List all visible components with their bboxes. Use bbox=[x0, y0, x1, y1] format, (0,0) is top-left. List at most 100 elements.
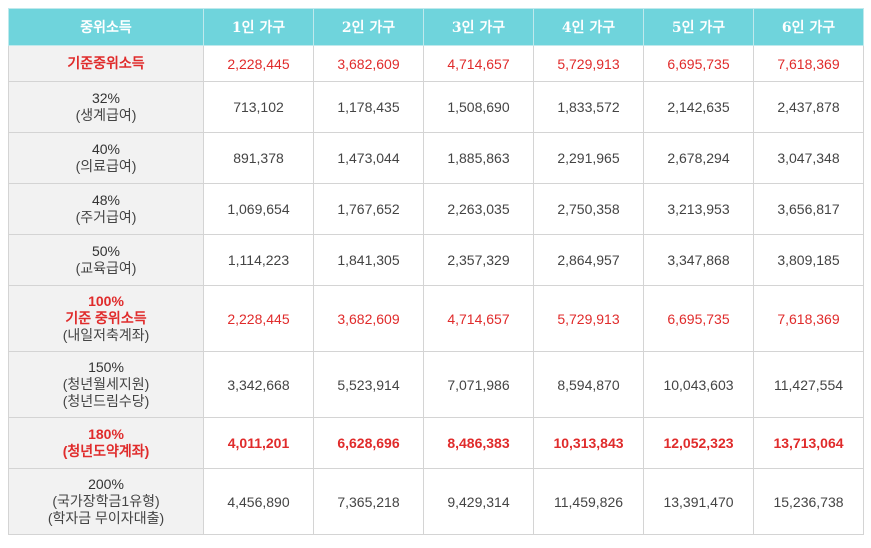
table-cell: 13,713,064 bbox=[753, 417, 864, 469]
table-cell: 1,473,044 bbox=[313, 132, 424, 184]
table-cell: 3,682,609 bbox=[313, 45, 424, 82]
table-cell: 8,486,383 bbox=[423, 417, 534, 469]
table-cell: 5,523,914 bbox=[313, 351, 424, 418]
row-label-line: 40% bbox=[91, 141, 121, 157]
table-cell: 4,714,657 bbox=[423, 45, 534, 82]
table-cell: 7,618,369 bbox=[753, 45, 864, 82]
table-cell: 1,885,863 bbox=[423, 132, 534, 184]
row-label: 48% (주거급여) bbox=[8, 183, 204, 235]
header-household-4: 4인 가구 bbox=[533, 8, 644, 46]
table-cell: 1,178,435 bbox=[313, 81, 424, 133]
header-household-5: 5인 가구 bbox=[643, 8, 754, 46]
table-cell: 2,437,878 bbox=[753, 81, 864, 133]
header-household-2: 2인 가구 bbox=[313, 8, 424, 46]
table-cell: 2,228,445 bbox=[203, 285, 314, 352]
table-cell: 1,508,690 bbox=[423, 81, 534, 133]
table-cell: 3,213,953 bbox=[643, 183, 754, 235]
table-cell: 10,043,603 bbox=[643, 351, 754, 418]
table-cell: 12,052,323 bbox=[643, 417, 754, 469]
table-cell: 3,656,817 bbox=[753, 183, 864, 235]
table-row: 150% (청년월세지원) (청년드림수당) 3,342,668 5,523,9… bbox=[8, 351, 864, 418]
row-label-line: (국가장학금1유형) bbox=[52, 493, 160, 509]
table-cell: 3,809,185 bbox=[753, 234, 864, 286]
table-cell: 4,714,657 bbox=[423, 285, 534, 352]
header-household-1: 1인 가구 bbox=[203, 8, 314, 46]
table-cell: 6,695,735 bbox=[643, 45, 754, 82]
table-cell: 10,313,843 bbox=[533, 417, 644, 469]
table-cell: 6,628,696 bbox=[313, 417, 424, 469]
table-row: 180% (청년도약계좌) 4,011,201 6,628,696 8,486,… bbox=[8, 417, 864, 469]
median-income-table: 중위소득 1인 가구 2인 가구 3인 가구 4인 가구 5인 가구 6인 가구… bbox=[8, 8, 864, 535]
table-cell: 3,342,668 bbox=[203, 351, 314, 418]
table-cell: 2,357,329 bbox=[423, 234, 534, 286]
row-label: 180% (청년도약계좌) bbox=[8, 417, 204, 469]
table-cell: 713,102 bbox=[203, 81, 314, 133]
table-cell: 891,378 bbox=[203, 132, 314, 184]
row-label: 150% (청년월세지원) (청년드림수당) bbox=[8, 351, 204, 418]
table-cell: 1,833,572 bbox=[533, 81, 644, 133]
table-cell: 2,263,035 bbox=[423, 183, 534, 235]
table-row: 40% (의료급여) 891,378 1,473,044 1,885,863 2… bbox=[8, 132, 864, 184]
table-header-row: 중위소득 1인 가구 2인 가구 3인 가구 4인 가구 5인 가구 6인 가구 bbox=[8, 8, 864, 46]
row-label-line: (의료급여) bbox=[75, 158, 137, 174]
row-label-line: (청년월세지원) bbox=[62, 376, 150, 392]
row-label: 50% (교육급여) bbox=[8, 234, 204, 286]
table-cell: 9,429,314 bbox=[423, 468, 534, 535]
row-label-line: (생계급여) bbox=[75, 107, 137, 123]
table-cell: 11,427,554 bbox=[753, 351, 864, 418]
table-cell: 3,047,348 bbox=[753, 132, 864, 184]
row-label-line: 180% bbox=[88, 426, 124, 442]
table-cell: 2,142,635 bbox=[643, 81, 754, 133]
table-row: 200% (국가장학금1유형) (학자금 무이자대출) 4,456,890 7,… bbox=[8, 468, 864, 535]
row-label-line: 150% bbox=[88, 359, 124, 375]
row-label: 40% (의료급여) bbox=[8, 132, 204, 184]
row-label-line: (주거급여) bbox=[75, 209, 137, 225]
row-label-line: 48% bbox=[91, 192, 121, 208]
table-cell: 5,729,913 bbox=[533, 45, 644, 82]
header-household-3: 3인 가구 bbox=[423, 8, 534, 46]
row-label-line: 32% bbox=[91, 90, 121, 106]
row-label-line: (교육급여) bbox=[75, 260, 137, 276]
table-cell: 4,011,201 bbox=[203, 417, 314, 469]
row-label-line: 200% bbox=[88, 476, 124, 492]
table-row: 32% (생계급여) 713,102 1,178,435 1,508,690 1… bbox=[8, 81, 864, 133]
table-cell: 7,071,986 bbox=[423, 351, 534, 418]
income-table-container: 중위소득 1인 가구 2인 가구 3인 가구 4인 가구 5인 가구 6인 가구… bbox=[8, 8, 864, 535]
table-cell: 2,864,957 bbox=[533, 234, 644, 286]
row-label-line: 기준중위소득 bbox=[67, 55, 145, 71]
table-cell: 11,459,826 bbox=[533, 468, 644, 535]
table-cell: 7,365,218 bbox=[313, 468, 424, 535]
table-row: 100% 기준 중위소득 (내일저축계좌) 2,228,445 3,682,60… bbox=[8, 285, 864, 352]
table-cell: 3,347,868 bbox=[643, 234, 754, 286]
table-cell: 1,767,652 bbox=[313, 183, 424, 235]
row-label-line: (청년도약계좌) bbox=[62, 443, 150, 459]
header-median-income: 중위소득 bbox=[8, 8, 204, 46]
header-household-6: 6인 가구 bbox=[753, 8, 864, 46]
row-label-line: 100% bbox=[88, 293, 124, 309]
table-cell: 2,750,358 bbox=[533, 183, 644, 235]
table-row: 48% (주거급여) 1,069,654 1,767,652 2,263,035… bbox=[8, 183, 864, 235]
table-cell: 5,729,913 bbox=[533, 285, 644, 352]
table-cell: 2,678,294 bbox=[643, 132, 754, 184]
table-row: 기준중위소득 2,228,445 3,682,609 4,714,657 5,7… bbox=[8, 45, 864, 82]
table-cell: 8,594,870 bbox=[533, 351, 644, 418]
table-cell: 6,695,735 bbox=[643, 285, 754, 352]
row-label-line: (청년드림수당) bbox=[62, 393, 150, 409]
table-cell: 2,291,965 bbox=[533, 132, 644, 184]
table-row: 50% (교육급여) 1,114,223 1,841,305 2,357,329… bbox=[8, 234, 864, 286]
table-cell: 13,391,470 bbox=[643, 468, 754, 535]
table-cell: 1,841,305 bbox=[313, 234, 424, 286]
row-label: 100% 기준 중위소득 (내일저축계좌) bbox=[8, 285, 204, 352]
table-cell: 15,236,738 bbox=[753, 468, 864, 535]
table-cell: 3,682,609 bbox=[313, 285, 424, 352]
row-label: 200% (국가장학금1유형) (학자금 무이자대출) bbox=[8, 468, 204, 535]
row-label-line: 50% bbox=[91, 243, 121, 259]
row-label: 32% (생계급여) bbox=[8, 81, 204, 133]
table-cell: 1,069,654 bbox=[203, 183, 314, 235]
row-label: 기준중위소득 bbox=[8, 45, 204, 82]
table-cell: 4,456,890 bbox=[203, 468, 314, 535]
table-cell: 7,618,369 bbox=[753, 285, 864, 352]
table-cell: 1,114,223 bbox=[203, 234, 314, 286]
table-cell: 2,228,445 bbox=[203, 45, 314, 82]
row-label-line: (학자금 무이자대출) bbox=[47, 510, 165, 526]
